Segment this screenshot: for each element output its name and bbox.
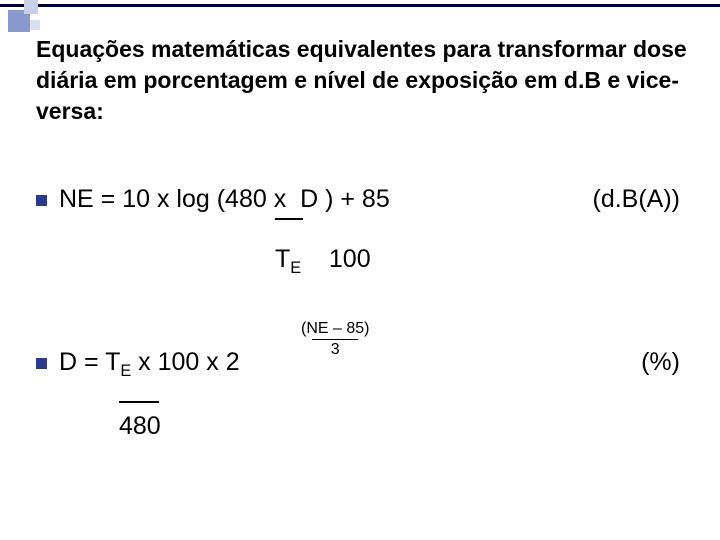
eq2-text: D = T (59, 348, 120, 376)
header-line (0, 4, 720, 7)
eq2-exponent: (NE – 85) 3 (301, 320, 369, 359)
bullet-icon (36, 358, 47, 369)
deco-square (24, 0, 38, 14)
eq2-exp-top: (NE – 85) (301, 320, 369, 338)
slide-content: Equações matemáticas equivalentes para t… (36, 34, 690, 511)
eq1-unit: (d.B(A)) (593, 185, 681, 214)
eq2-unit: (%) (641, 348, 680, 377)
equation-1: NE = 10 x log (480 x D ) + 85 D ) + 85 T… (36, 185, 690, 278)
eq1-line2: TE 100 (59, 216, 690, 278)
header-decoration (0, 0, 720, 30)
eq1-text2: D ) + 85 (293, 185, 390, 213)
eq2-line1: D = TE x 100 x 2 (59, 348, 690, 381)
deco-square (30, 20, 40, 30)
eq2-exp-bot: 3 (301, 341, 369, 359)
eq2-480: 480 (119, 412, 161, 440)
eq2-text2: x 100 x 2 (131, 348, 239, 376)
bullet-icon (36, 195, 47, 206)
eq1-100: 100 (301, 245, 371, 273)
eq1-te: T (275, 245, 290, 273)
slide-title: Equações matemáticas equivalentes para t… (36, 34, 690, 127)
eq1-text: NE = 10 x log (480 x (59, 185, 293, 213)
fraction-bar-icon (119, 401, 159, 403)
eq2-te-sub: E (120, 362, 131, 380)
equation-body: NE = 10 x log (480 x D ) + 85 D ) + 85 T… (59, 185, 690, 278)
equations-block: NE = 10 x log (480 x D ) + 85 D ) + 85 T… (36, 185, 690, 441)
equation-2: (NE – 85) 3 D = TE x 100 x 2 480 (%) (36, 348, 690, 441)
eq2-line2: 480 (59, 383, 690, 441)
fraction-bar-icon (312, 339, 358, 340)
equation-body: (NE – 85) 3 D = TE x 100 x 2 480 (%) (59, 348, 690, 441)
eq1-te-sub: E (290, 259, 301, 277)
fraction-bar-icon (275, 218, 303, 220)
